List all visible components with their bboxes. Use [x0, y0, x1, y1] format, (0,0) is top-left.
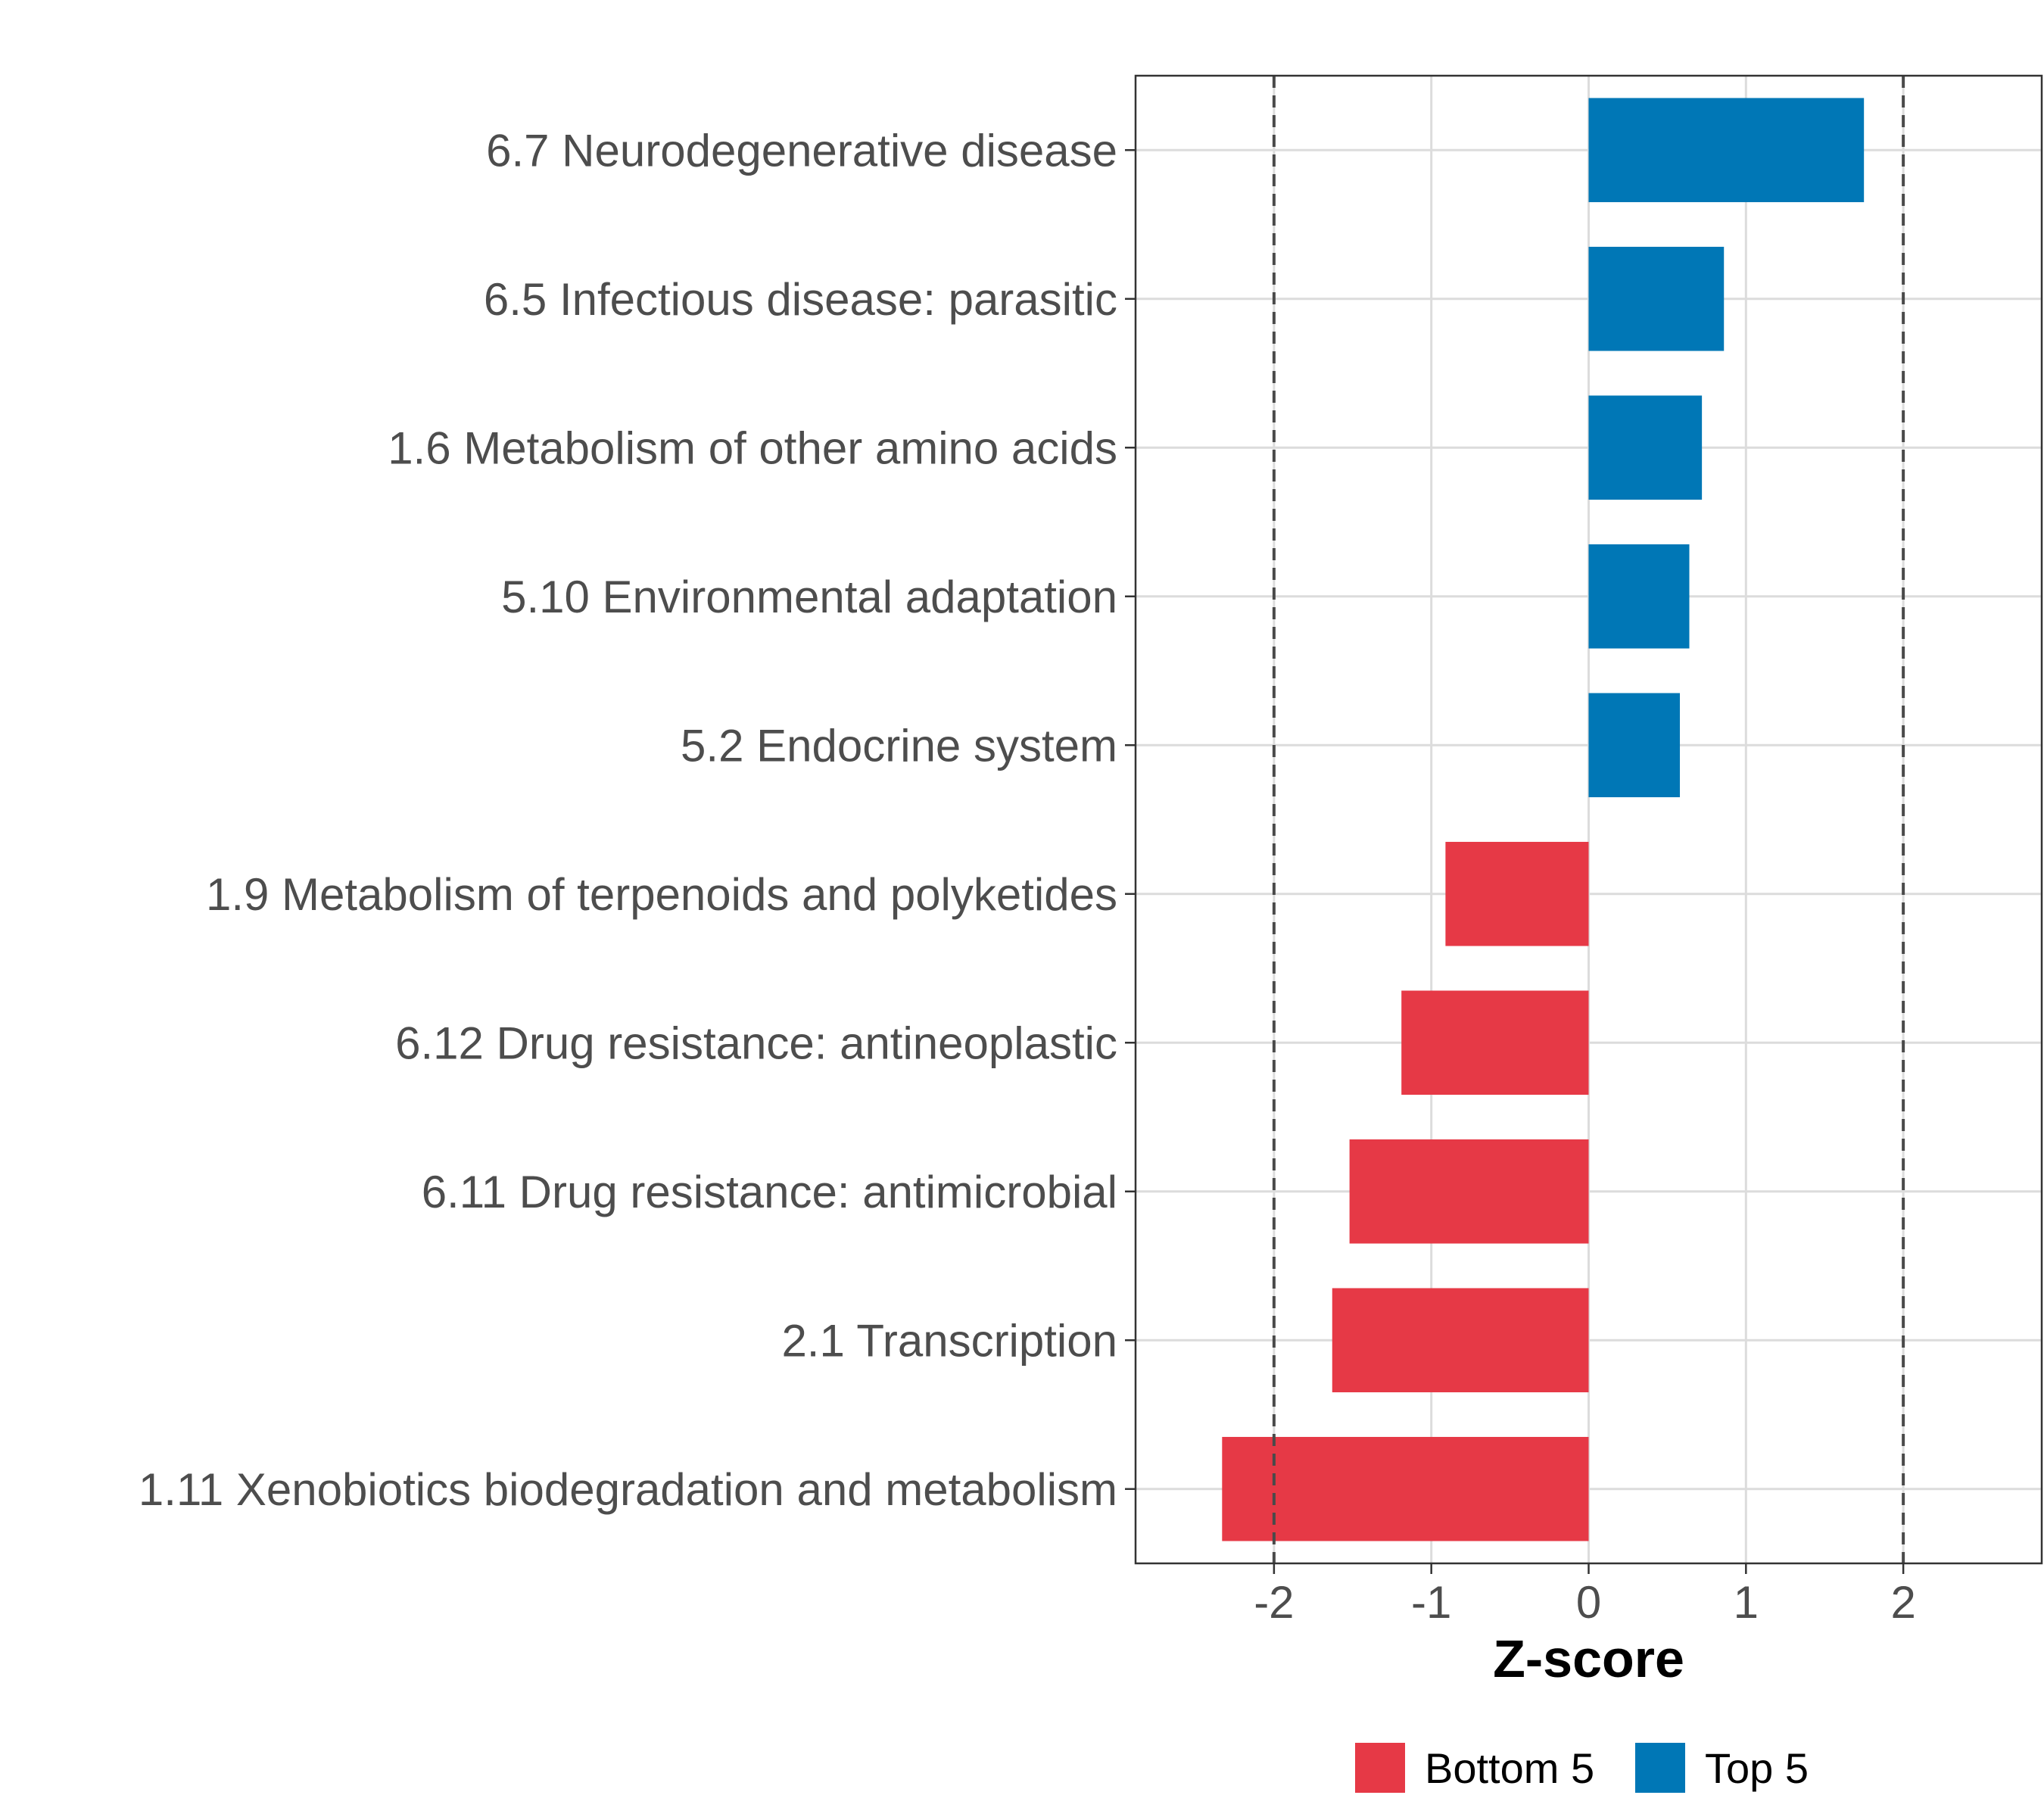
- bar: [1588, 544, 1690, 649]
- category-label: 1.9 Metabolism of terpenoids and polyket…: [206, 869, 1117, 920]
- x-tick-label: 2: [1890, 1577, 1915, 1628]
- legend-swatch: [1635, 1743, 1685, 1793]
- x-tick-label: 0: [1576, 1577, 1601, 1628]
- legend-swatch: [1355, 1743, 1405, 1793]
- category-label: 5.2 Endocrine system: [681, 720, 1117, 771]
- category-label: 6.12 Drug resistance: antineoplastic: [395, 1018, 1117, 1068]
- x-tick-label: 1: [1734, 1577, 1759, 1628]
- bar: [1588, 395, 1703, 500]
- x-tick-label: -2: [1254, 1577, 1294, 1628]
- x-tick-label: -1: [1411, 1577, 1451, 1628]
- category-label: 1.11 Xenobiotics biodegradation and meta…: [139, 1464, 1117, 1515]
- bar: [1332, 1288, 1589, 1393]
- bar: [1349, 1139, 1589, 1244]
- x-axis-title: Z-score: [1493, 1629, 1684, 1688]
- x-axis: -2 -1 0 1 2: [1254, 1563, 1916, 1628]
- legend: Bottom 5 Top 5: [1355, 1743, 1809, 1793]
- category-label: 1.6 Metabolism of other amino acids: [388, 422, 1117, 473]
- category-label: 6.5 Infectious disease: parasitic: [484, 274, 1117, 325]
- bars: [1222, 98, 1865, 1541]
- legend-label: Bottom 5: [1425, 1744, 1594, 1792]
- bar: [1588, 246, 1725, 351]
- category-label: 6.7 Neurodegenerative disease: [486, 125, 1117, 176]
- bar: [1222, 1436, 1589, 1541]
- category-label: 2.1 Transcription: [781, 1315, 1117, 1366]
- reference-lines: [1272, 76, 1905, 1563]
- y-axis: 6.7 Neurodegenerative disease 6.5 Infecti…: [139, 125, 1136, 1515]
- bar: [1401, 990, 1589, 1095]
- bar: [1588, 98, 1865, 203]
- bar: [1588, 693, 1681, 798]
- bar: [1445, 841, 1589, 946]
- legend-label: Top 5: [1705, 1744, 1809, 1792]
- category-label: 5.10 Environmental adaptation: [501, 572, 1117, 622]
- category-label: 6.11 Drug resistance: antimicrobial: [422, 1167, 1117, 1217]
